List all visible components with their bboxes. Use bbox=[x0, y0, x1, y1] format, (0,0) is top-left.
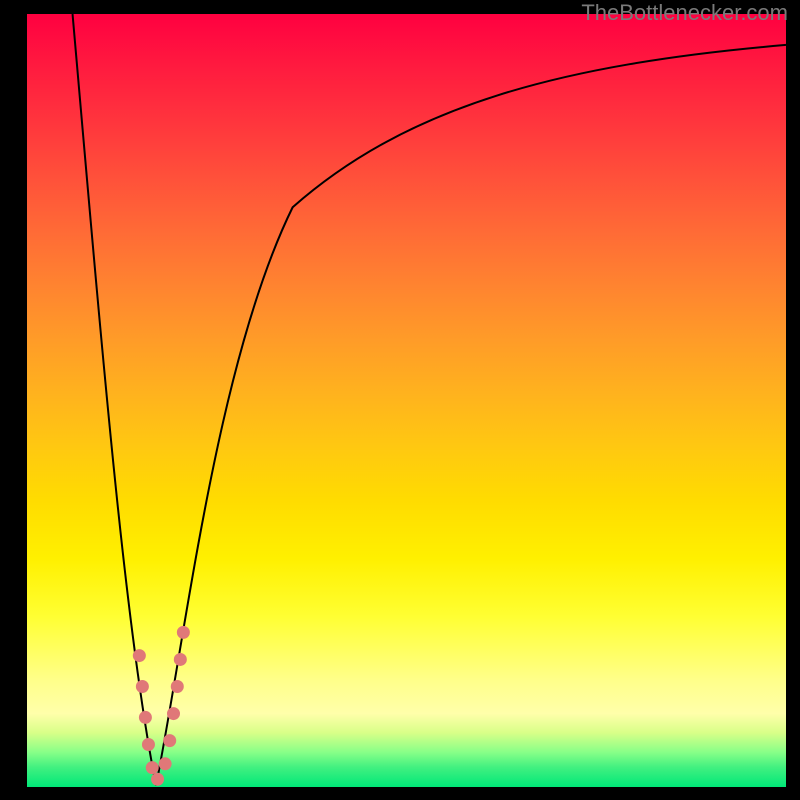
dip-marker bbox=[142, 738, 155, 751]
dip-marker bbox=[159, 757, 172, 770]
dip-marker bbox=[177, 626, 190, 639]
dip-marker bbox=[163, 734, 176, 747]
dip-marker bbox=[136, 680, 149, 693]
dip-marker bbox=[174, 653, 187, 666]
plot-area bbox=[27, 14, 786, 787]
dip-marker bbox=[171, 680, 184, 693]
dip-marker bbox=[167, 707, 180, 720]
chart-container: TheBottlenecker.com bbox=[0, 0, 800, 800]
dip-marker bbox=[146, 761, 159, 774]
dip-marker bbox=[139, 711, 152, 724]
dip-markers bbox=[133, 626, 190, 786]
bottleneck-curve bbox=[27, 14, 786, 787]
watermark-text: TheBottlenecker.com bbox=[581, 0, 788, 26]
dip-marker bbox=[151, 773, 164, 786]
dip-marker bbox=[133, 649, 146, 662]
